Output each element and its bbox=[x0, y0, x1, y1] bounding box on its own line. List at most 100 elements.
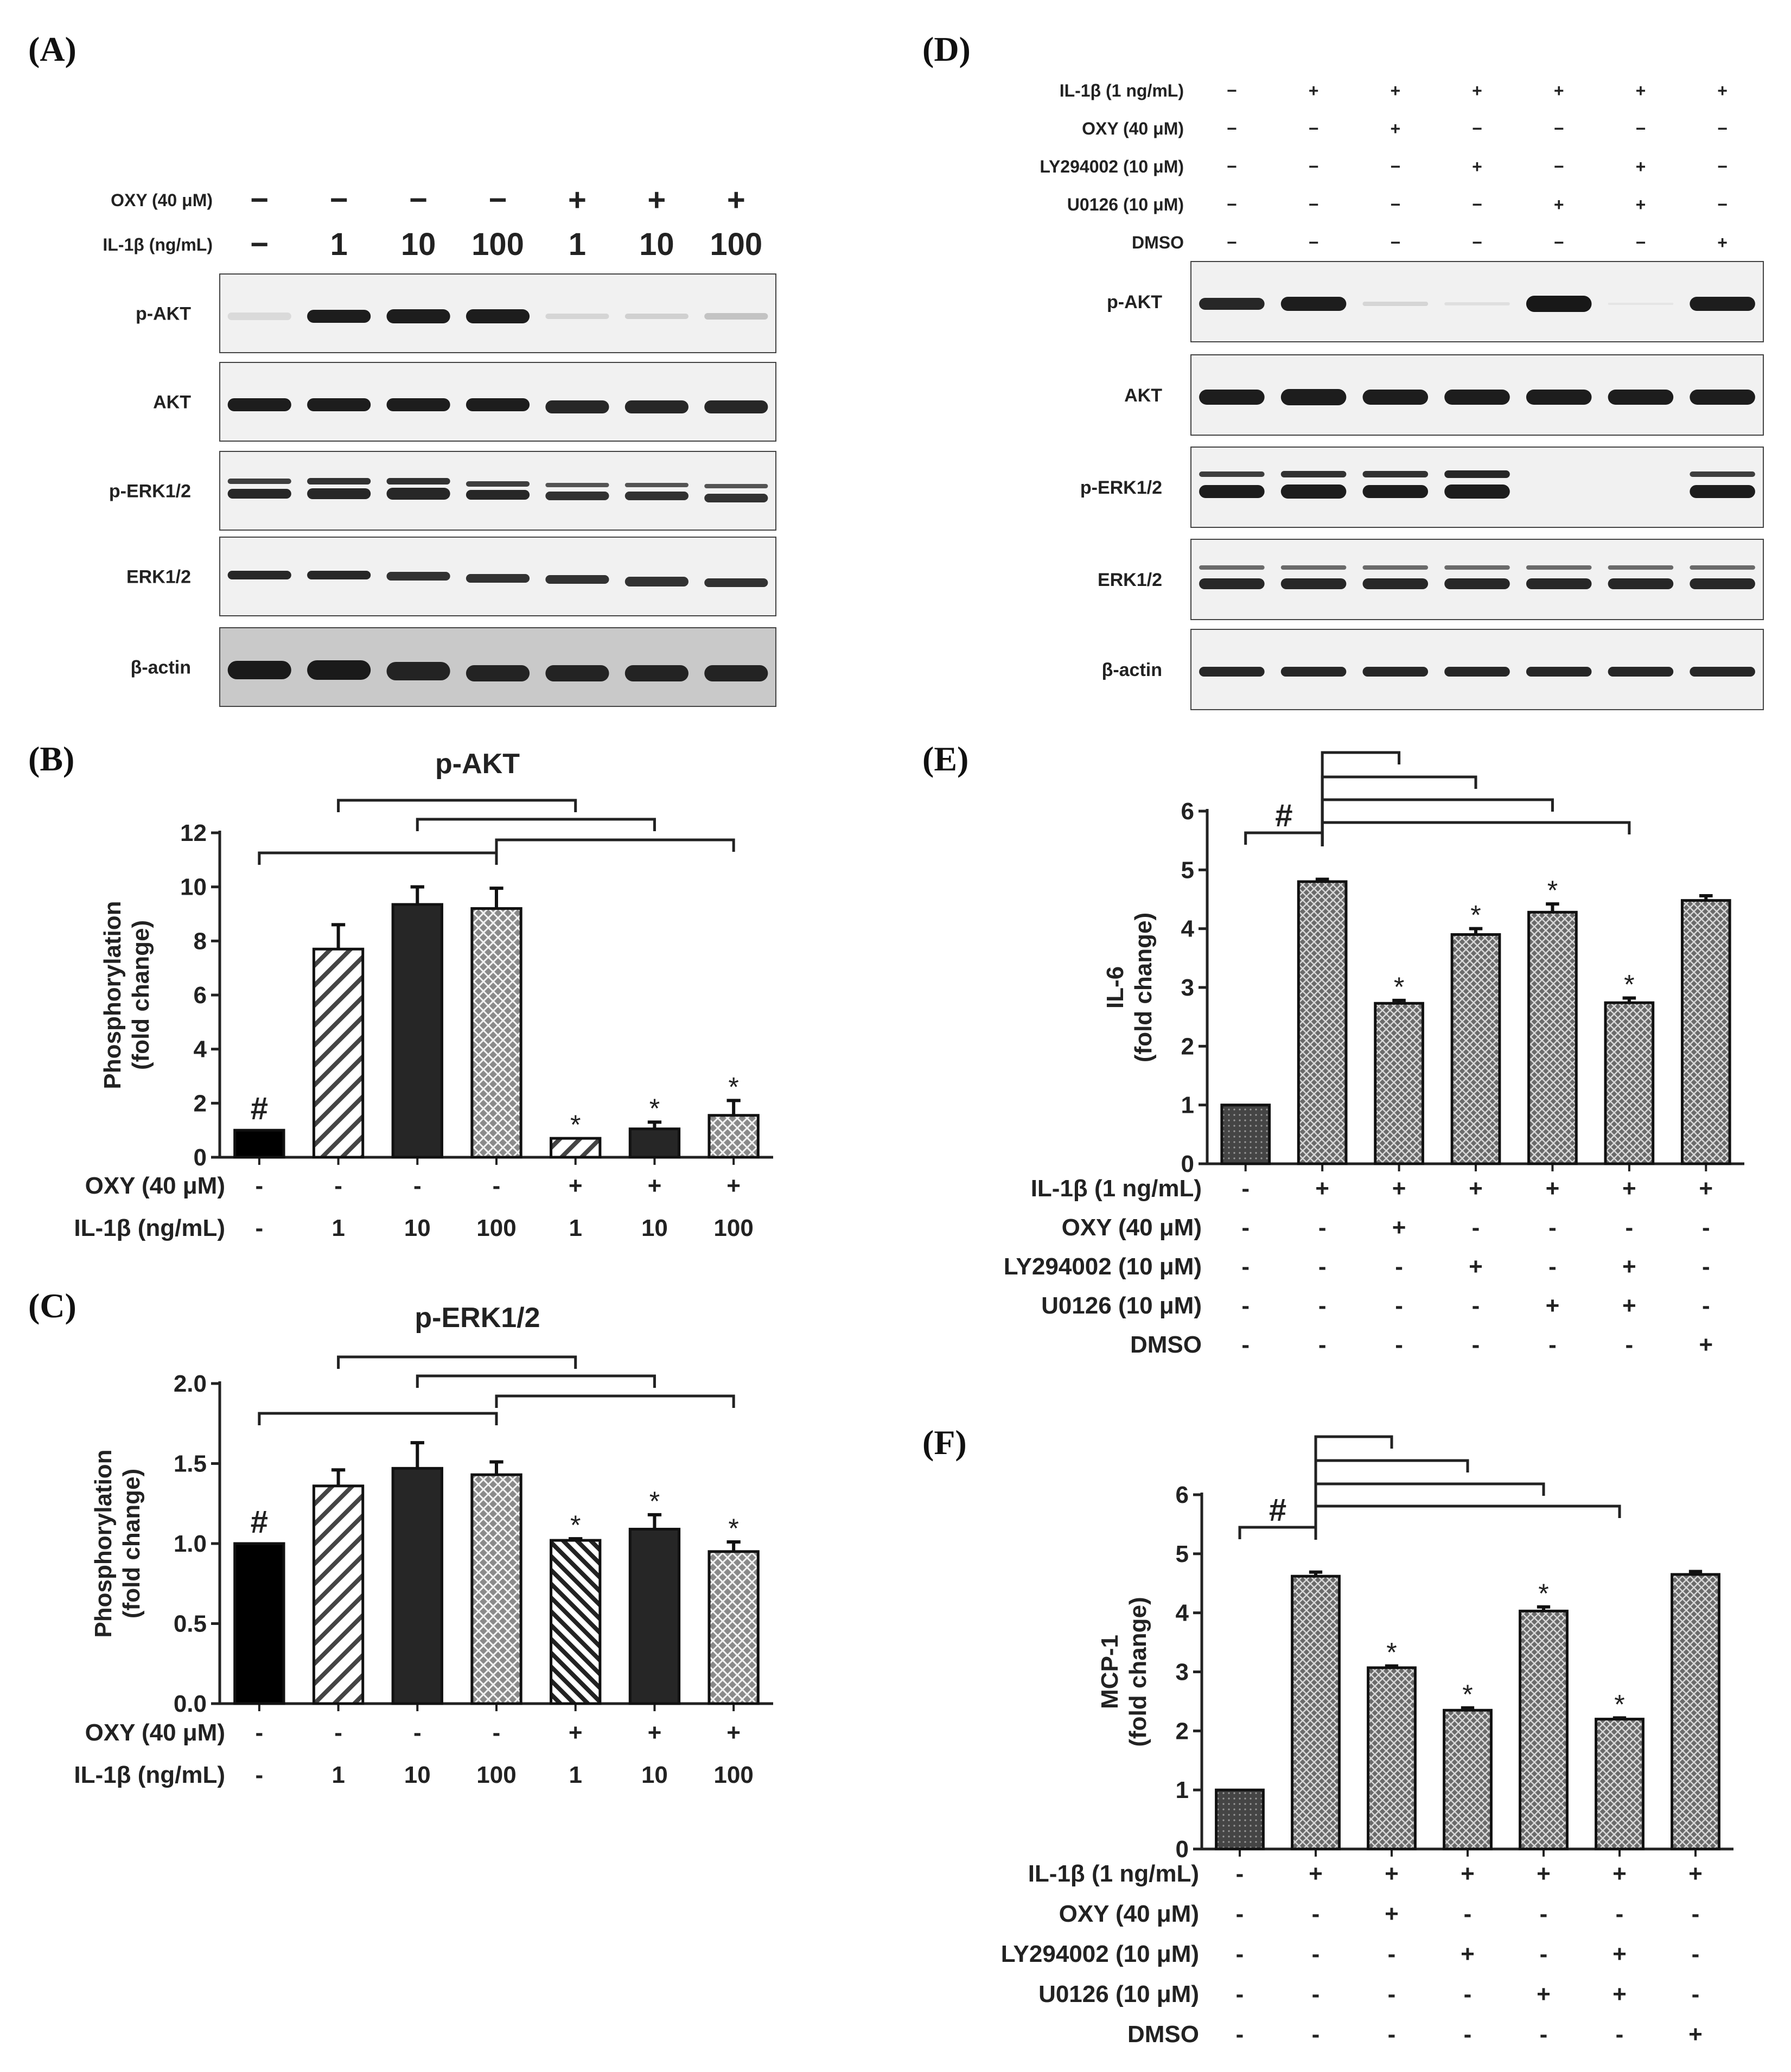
blot-a-band bbox=[624, 577, 689, 586]
y-tick-label: 3 bbox=[1181, 974, 1194, 1001]
blot-d-header-symbol: − bbox=[1472, 195, 1482, 214]
condition-symbol: 100 bbox=[476, 1762, 516, 1788]
blot-d-band bbox=[1444, 390, 1510, 405]
blot-a-band bbox=[386, 478, 450, 484]
blot-d-band bbox=[1362, 578, 1429, 589]
condition-label: U0126 (10 μM) bbox=[1038, 1981, 1199, 2007]
condition-symbol: - bbox=[493, 1719, 501, 1746]
blot-d-row-label: ERK1/2 bbox=[1098, 570, 1162, 590]
y-tick-label: 8 bbox=[194, 928, 207, 954]
blot-d-row-label: p-AKT bbox=[1107, 292, 1162, 313]
blot-d-band bbox=[1199, 471, 1265, 477]
y-axis-title: MCP-1(fold change) bbox=[1097, 1597, 1151, 1746]
bar bbox=[1595, 1718, 1645, 1851]
western-blot-a: OXY (40 μM) − − − − + + + IL-1β (ng/mL) − 1 10 100 1 1… bbox=[103, 182, 776, 707]
blot-d-band bbox=[1444, 484, 1510, 499]
blot-d-band bbox=[1280, 484, 1347, 499]
blot-a-band bbox=[545, 665, 609, 681]
condition-label: IL-1β (1 ng/mL) bbox=[1031, 1175, 1202, 1202]
blot-d-header-symbol: + bbox=[1472, 157, 1482, 176]
condition-symbol: + bbox=[648, 1719, 662, 1746]
condition-symbol: 1 bbox=[332, 1762, 345, 1788]
condition-symbol: + bbox=[1612, 1981, 1627, 2007]
blot-a-band bbox=[386, 488, 450, 500]
condition-symbol: - bbox=[1702, 1214, 1710, 1241]
significance-star: * bbox=[1547, 875, 1558, 906]
comparison-bracket bbox=[1321, 821, 1631, 846]
blot-d-header-symbol: − bbox=[1309, 195, 1319, 214]
bar bbox=[391, 1467, 443, 1705]
blot-a-header-symbol: 10 bbox=[401, 227, 436, 262]
condition-symbol: - bbox=[1395, 1292, 1403, 1319]
comparison-bracket bbox=[1314, 1504, 1621, 1540]
y-tick-label: 2 bbox=[1176, 1718, 1189, 1744]
significance-hash: # bbox=[1269, 1493, 1286, 1528]
blot-d-row-label: AKT bbox=[1124, 385, 1162, 406]
significance-star: * bbox=[1462, 1679, 1473, 1710]
condition-symbol: - bbox=[256, 1172, 264, 1199]
bar bbox=[1297, 880, 1348, 1165]
blot-a-header-symbol: + bbox=[727, 182, 745, 218]
blot-a-header-symbol: + bbox=[647, 182, 666, 218]
blot-d-band bbox=[1690, 667, 1755, 677]
condition-symbol: + bbox=[1612, 1941, 1627, 1967]
panel-label-a: (A) bbox=[28, 30, 77, 68]
condition-symbol: + bbox=[726, 1172, 741, 1199]
blot-a-row-label: ERK1/2 bbox=[126, 567, 191, 588]
blot-d-header-symbol: + bbox=[1390, 81, 1400, 100]
condition-symbol: - bbox=[1236, 2021, 1244, 2048]
blot-a-band bbox=[227, 661, 291, 679]
condition-symbol: - bbox=[1626, 1214, 1634, 1241]
y-tick-label: 10 bbox=[180, 874, 207, 901]
condition-symbol: - bbox=[1318, 1331, 1327, 1358]
panel-label-b: (B) bbox=[28, 739, 74, 778]
condition-symbol: - bbox=[1241, 1292, 1250, 1319]
blot-a-header-symbol: − bbox=[489, 182, 507, 218]
y-tick-label: 1 bbox=[1176, 1777, 1189, 1803]
blot-d-band bbox=[1526, 296, 1592, 312]
comparison-bracket bbox=[495, 1394, 735, 1408]
significance-star: * bbox=[1538, 1578, 1548, 1609]
blot-d-row-label: p-ERK1/2 bbox=[1080, 477, 1162, 498]
panel-label-c: (C) bbox=[28, 1286, 77, 1325]
blot-d-header-label: OXY (40 μM) bbox=[1082, 119, 1184, 138]
blot-d-band bbox=[1526, 390, 1592, 405]
condition-symbol: - bbox=[1312, 1941, 1320, 1967]
blot-a-band bbox=[545, 314, 609, 319]
blot-a-band bbox=[227, 571, 291, 579]
blot-d-band bbox=[1444, 302, 1510, 305]
condition-symbol: - bbox=[1548, 1331, 1557, 1358]
bar bbox=[708, 1114, 760, 1159]
y-tick-label: 2 bbox=[194, 1090, 207, 1117]
blot-a-band bbox=[227, 313, 291, 320]
blot-d-band bbox=[1199, 578, 1265, 589]
blot-d-header-label: IL-1β (1 ng/mL) bbox=[1060, 81, 1184, 100]
comparison-bracket bbox=[1314, 1459, 1469, 1540]
y-tick-label: 4 bbox=[194, 1036, 207, 1063]
condition-symbol: + bbox=[1688, 1860, 1703, 1887]
bar bbox=[1450, 933, 1501, 1165]
condition-symbol: - bbox=[1241, 1175, 1250, 1202]
condition-symbol: - bbox=[1388, 1941, 1396, 1967]
blot-d-band bbox=[1608, 565, 1674, 570]
condition-symbol: + bbox=[569, 1719, 583, 1746]
blot-d-header-symbol: + bbox=[1636, 195, 1646, 214]
bar bbox=[1519, 1609, 1569, 1851]
condition-symbol: - bbox=[1616, 1901, 1624, 1927]
y-tick-label: 2 bbox=[1181, 1033, 1194, 1060]
y-tick-label: 0 bbox=[1181, 1151, 1194, 1177]
bar bbox=[550, 1137, 602, 1159]
blot-a-band bbox=[386, 309, 450, 323]
blot-d-header-symbol: − bbox=[1227, 195, 1237, 214]
condition-symbol: - bbox=[1702, 1292, 1710, 1319]
comparison-bracket bbox=[337, 1355, 577, 1369]
blot-a-band bbox=[466, 490, 530, 500]
blot-d-band bbox=[1690, 390, 1755, 405]
significance-star: * bbox=[1394, 972, 1404, 1002]
chart-title: p-ERK1/2 bbox=[415, 1302, 540, 1334]
blot-d-row-label: β-actin bbox=[1102, 660, 1162, 680]
blot-d-band bbox=[1362, 302, 1429, 306]
blot-d-band bbox=[1444, 565, 1510, 570]
blot-a-band bbox=[466, 309, 530, 323]
condition-symbol: + bbox=[1612, 1860, 1627, 1887]
